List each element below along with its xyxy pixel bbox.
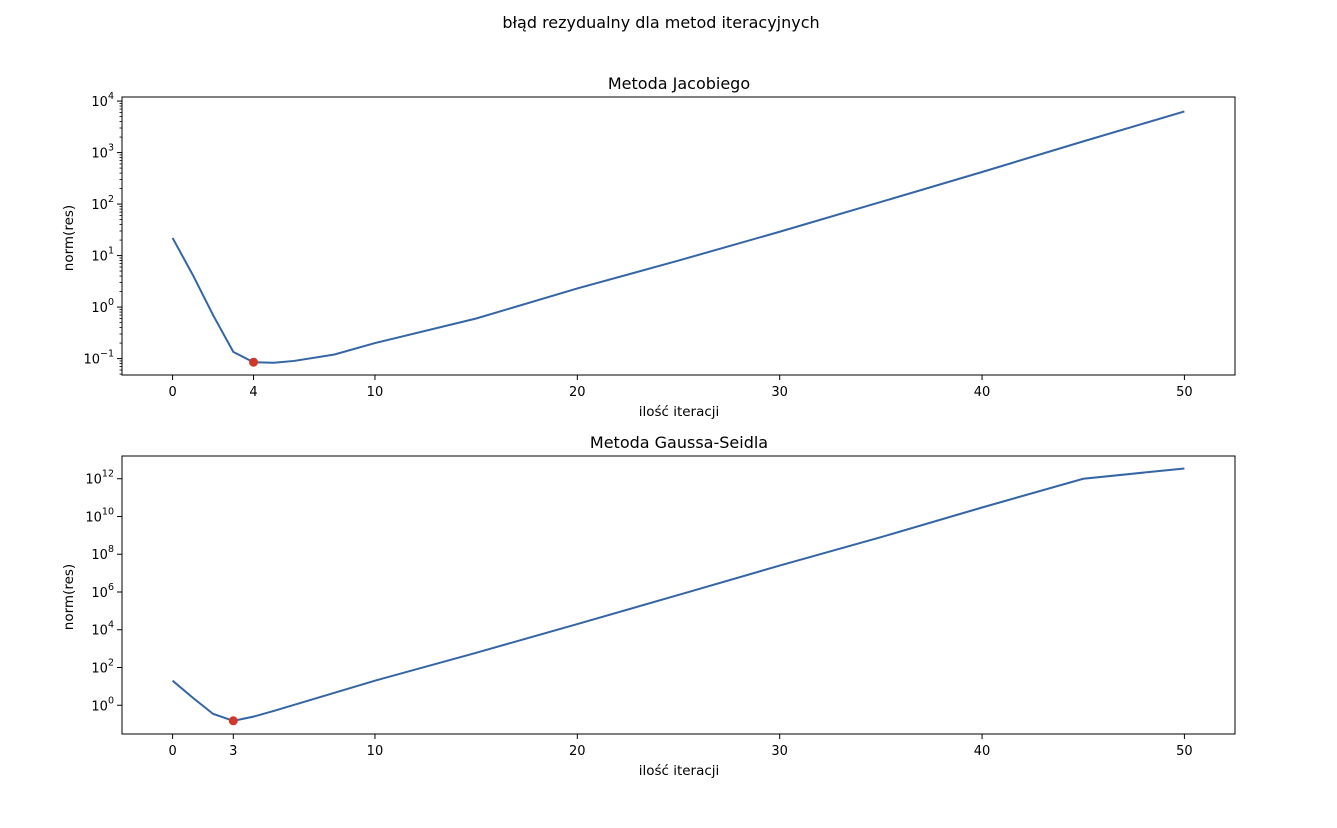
jacobi-x-tick-label: 4: [249, 385, 257, 400]
jacobi-y-tick-label: 100: [91, 297, 114, 316]
jacobi-ylabel: norm(res): [61, 205, 77, 271]
jacobi-y-tick-label: 104: [91, 91, 114, 110]
gauss-seidel-y-tick-label: 100: [91, 695, 114, 714]
gauss-seidel-y-tick-label: 106: [91, 582, 114, 601]
gauss-seidel-y-tick-label: 1010: [85, 506, 114, 525]
jacobi-axes-frame: [122, 97, 1235, 375]
jacobi-xlabel: ilość iteracji: [639, 404, 720, 420]
jacobi-x-tick-label: 30: [771, 385, 788, 400]
gauss-seidel-x-tick-label: 30: [771, 744, 788, 759]
jacobi-minimum-marker: [249, 358, 258, 367]
jacobi-y-tick-label: 103: [91, 143, 114, 162]
gauss-seidel-x-tick-label: 50: [1176, 744, 1193, 759]
jacobi-y-tick-label: 101: [91, 246, 114, 265]
gauss-seidel-x-tick-label: 20: [569, 744, 586, 759]
jacobi-y-tick-label: 102: [91, 194, 114, 213]
gauss-seidel-x-tick-label: 10: [367, 744, 384, 759]
jacobi-y-tick-label: 10−1: [83, 349, 114, 368]
jacobi-x-tick-label: 10: [367, 385, 384, 400]
gauss-seidel-y-tick-label: 1012: [85, 469, 114, 488]
gauss-seidel-x-tick-label: 0: [168, 744, 176, 759]
gauss-seidel-title: Metoda Gaussa-Seidla: [590, 433, 768, 452]
gauss-seidel-xlabel: ilość iteracji: [639, 763, 720, 779]
gauss-seidel-series-line: [173, 468, 1185, 720]
gauss-seidel-ylabel: norm(res): [61, 564, 77, 630]
figure-suptitle: błąd rezydualny dla metod iteracyjnych: [502, 13, 819, 32]
gauss-seidel-subplot: Metoda Gaussa-Seidla ilość iteracji norm…: [61, 433, 1235, 779]
jacobi-title: Metoda Jacobiego: [608, 74, 750, 93]
gauss-seidel-y-tick-label: 104: [91, 620, 114, 639]
jacobi-x-tick-label: 50: [1176, 385, 1193, 400]
jacobi-x-tick-label: 20: [569, 385, 586, 400]
gauss-seidel-x-tick-label: 40: [974, 744, 991, 759]
gauss-seidel-x-tick-label: 3: [229, 744, 237, 759]
jacobi-series-line: [173, 111, 1185, 362]
jacobi-subplot: Metoda Jacobiego ilość iteracji norm(res…: [61, 74, 1235, 420]
gauss-seidel-y-tick-label: 108: [91, 544, 114, 563]
gauss-seidel-y-tick-label: 102: [91, 657, 114, 676]
jacobi-x-tick-label: 0: [168, 385, 176, 400]
gauss-seidel-minimum-marker: [229, 716, 238, 725]
jacobi-x-tick-label: 40: [974, 385, 991, 400]
